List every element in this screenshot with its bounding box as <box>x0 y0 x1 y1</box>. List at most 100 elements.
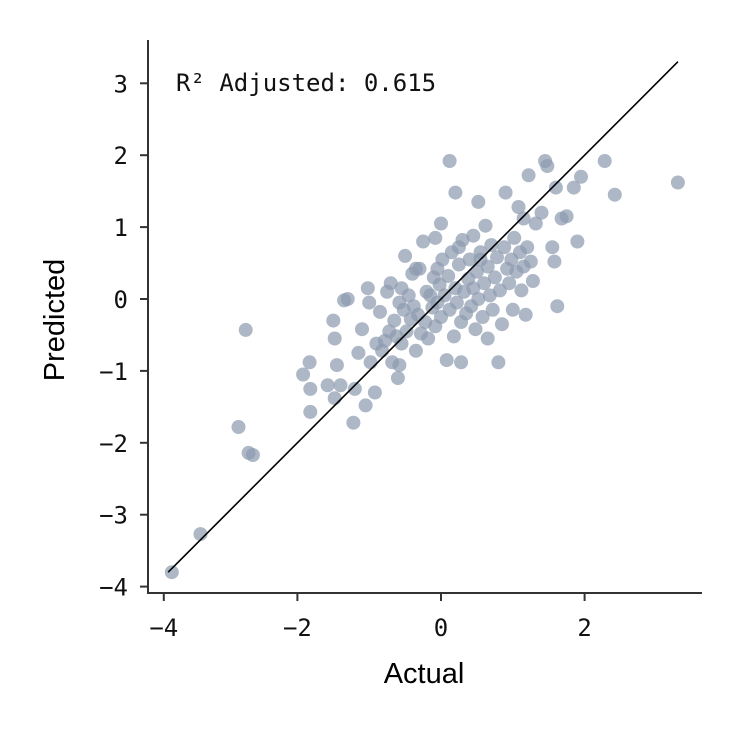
data-point <box>408 343 423 358</box>
data-point <box>540 159 555 173</box>
data-point <box>231 420 246 434</box>
data-point <box>383 276 398 291</box>
y-axis-ticks: −4 −3 −2 −1 0 1 2 3 <box>99 70 148 602</box>
data-point <box>495 317 509 332</box>
data-point <box>394 336 409 351</box>
data-point <box>347 381 362 396</box>
data-point <box>416 234 431 249</box>
scatter-points <box>164 154 685 580</box>
data-point <box>477 276 492 291</box>
data-point <box>490 250 504 265</box>
y-tick-label: −3 <box>99 502 128 530</box>
data-point <box>548 180 563 195</box>
data-point <box>355 322 369 337</box>
data-point <box>570 234 585 249</box>
data-point <box>480 331 495 346</box>
data-point <box>392 358 407 373</box>
x-axis-ticks: −4 −2 0 2 <box>149 593 592 642</box>
data-point <box>466 228 481 243</box>
data-point <box>360 281 375 296</box>
data-point <box>559 209 574 224</box>
data-point <box>408 261 423 276</box>
data-point <box>303 381 318 396</box>
data-point <box>392 295 407 310</box>
data-point <box>607 187 622 202</box>
data-point <box>511 200 526 214</box>
data-point <box>451 257 466 272</box>
data-point <box>327 331 342 346</box>
data-point <box>505 302 520 317</box>
data-point <box>238 322 253 337</box>
data-point <box>333 378 348 393</box>
data-point <box>528 216 543 231</box>
data-point <box>373 304 387 319</box>
data-point <box>390 371 405 386</box>
data-point <box>566 180 581 195</box>
data-point <box>469 264 484 279</box>
data-point <box>516 211 531 226</box>
data-point <box>367 385 382 400</box>
data-point <box>303 404 318 419</box>
data-point <box>525 274 540 288</box>
data-point <box>518 307 533 322</box>
data-point <box>346 415 361 430</box>
data-point <box>164 565 179 580</box>
data-point <box>523 254 538 269</box>
data-point <box>441 269 456 283</box>
identity-reference-line <box>167 61 679 573</box>
data-point <box>449 295 464 310</box>
data-point <box>340 292 355 306</box>
data-point <box>550 299 565 314</box>
data-point <box>362 295 377 310</box>
data-point <box>387 313 402 328</box>
y-tick-label: −2 <box>99 430 128 458</box>
data-point <box>498 185 513 200</box>
data-point <box>446 329 461 344</box>
data-point <box>485 302 500 317</box>
data-point <box>478 218 493 233</box>
data-point <box>451 240 466 255</box>
data-point <box>326 313 341 328</box>
data-point <box>466 281 481 296</box>
data-point <box>454 355 469 370</box>
data-point <box>329 358 344 373</box>
data-point <box>428 230 443 245</box>
data-point <box>296 367 311 382</box>
data-point <box>545 240 560 255</box>
r2-annotation: R² Adjusted: 0.615 <box>176 69 436 97</box>
data-point <box>421 331 436 346</box>
data-point <box>430 261 445 276</box>
data-point <box>363 355 378 370</box>
data-point <box>399 324 414 339</box>
data-point <box>520 240 535 255</box>
x-tick-label: −4 <box>149 614 178 642</box>
y-tick-label: −4 <box>99 574 128 602</box>
data-point <box>471 194 486 209</box>
data-point <box>432 277 447 292</box>
data-point <box>439 353 454 368</box>
data-point <box>487 270 502 285</box>
x-tick-label: 2 <box>577 614 591 642</box>
data-point <box>462 252 477 267</box>
data-point <box>670 175 685 190</box>
x-axis-title: Actual <box>384 658 465 690</box>
data-point <box>534 205 549 220</box>
data-point <box>502 276 517 291</box>
data-point <box>351 345 366 360</box>
data-point <box>448 185 463 200</box>
data-point <box>442 154 457 168</box>
data-point <box>521 168 536 183</box>
data-point <box>302 355 317 370</box>
data-point <box>597 154 612 168</box>
data-point <box>574 169 588 184</box>
data-point <box>547 254 562 269</box>
data-point <box>398 248 413 263</box>
data-point <box>468 322 483 337</box>
data-point <box>475 310 490 324</box>
data-point <box>514 283 529 298</box>
data-point <box>245 448 260 462</box>
y-tick-label: 0 <box>114 286 128 314</box>
y-tick-label: −1 <box>99 358 128 386</box>
data-point <box>327 391 342 406</box>
